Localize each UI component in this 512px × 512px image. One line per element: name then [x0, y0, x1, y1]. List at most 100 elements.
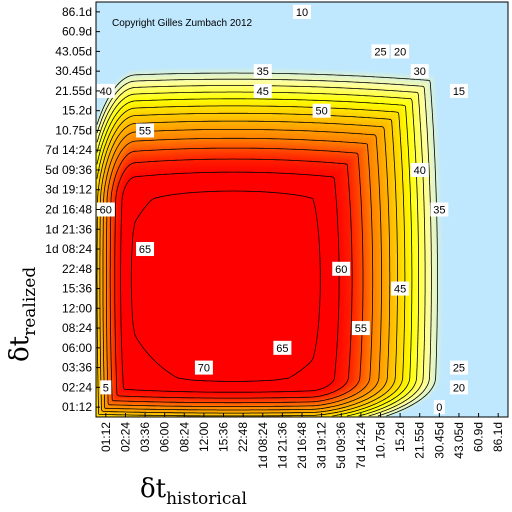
contour-label: 60: [100, 205, 112, 217]
y-tick-label: 60.9d: [62, 25, 92, 39]
contour-label: 35: [433, 205, 445, 217]
x-tick-label: 1d 21:36: [275, 422, 289, 469]
y-tick-label: 21.55d: [55, 84, 92, 98]
contour-label-bg: [430, 202, 449, 217]
x-tick-label: 1d 08:24: [256, 422, 270, 469]
contour-label-bg: [273, 340, 292, 355]
contour-label-bg: [136, 242, 155, 257]
contour-label: 55: [139, 125, 151, 137]
y-tick-label: 15.2d: [62, 104, 92, 118]
contour-label: 55: [355, 323, 367, 335]
contour-line-45: [102, 129, 382, 411]
x-tick-label: 15:36: [217, 422, 231, 452]
contour-label-bg: [96, 202, 115, 217]
y-tick-label: 43.05d: [55, 44, 92, 58]
contour-label: 30: [414, 66, 426, 78]
y-axis-symbol: δt: [5, 335, 35, 362]
contour-label: 15: [453, 86, 465, 98]
x-axis-subscript: historical: [166, 489, 247, 509]
x-tick-label: 30.45d: [432, 422, 446, 459]
contour-label-bg: [449, 83, 468, 98]
contour-line-40: [99, 120, 391, 414]
y-tick-label: 3d 19:12: [45, 183, 92, 197]
contour-label: 0: [436, 402, 442, 414]
contour-label: 45: [394, 284, 406, 296]
contour-label: 60: [335, 264, 347, 276]
y-tick-label: 10.75d: [55, 123, 92, 137]
y-tick-label: 08:24: [62, 321, 92, 335]
contour-label: 20: [394, 46, 406, 58]
contour-line-50: [106, 137, 374, 407]
contour-label-bg: [371, 44, 390, 59]
contour-label: 40: [414, 165, 426, 177]
contour-line-35: [96, 112, 398, 417]
x-tick-label: 03:36: [138, 422, 152, 452]
x-tick-label: 22:48: [236, 422, 250, 452]
x-axis: 01:12 02:24 03:36 06:00 08:24 12:00 15:36 22:48…: [99, 413, 505, 469]
x-tick-label: 2d 16:48: [295, 422, 309, 469]
contour-label: 5: [103, 382, 109, 394]
contour-label: 35: [257, 66, 269, 78]
y-tick-label: 5d 09:36: [45, 163, 92, 177]
contour-line-15: [96, 85, 426, 417]
contour-label: 65: [139, 244, 151, 256]
x-tick-label: 15.2d: [393, 422, 407, 452]
y-tick-label: 22:48: [62, 262, 92, 276]
contour-label-bg: [410, 64, 429, 79]
contour-label-bg: [96, 83, 115, 98]
contour-label: 70: [198, 363, 210, 375]
contour-label: 10: [296, 7, 308, 19]
contour-label-bg: [449, 360, 468, 375]
y-tick-label: 2d 16:48: [45, 203, 92, 217]
x-tick-label: 01:12: [99, 422, 113, 452]
contour-label-bg: [293, 4, 311, 19]
x-tick-label: 08:24: [177, 422, 191, 452]
copyright-notice: Copyright Gilles Zumbach 2012: [112, 18, 253, 29]
contour-label-bg: [410, 162, 429, 177]
x-axis-symbol: δt: [140, 474, 167, 504]
x-tick-label: 43.05d: [452, 422, 466, 459]
x-tick-label: 10.75d: [373, 422, 387, 459]
x-tick-label: 06:00: [158, 422, 172, 452]
contour-label: 50: [315, 106, 327, 118]
y-tick-label: 86.1d: [62, 5, 92, 19]
contour-labels: 7065656060555550454540403535302525202015…: [96, 4, 468, 415]
y-tick-label: 03:36: [62, 361, 92, 375]
x-tick-label: 7d 14:24: [354, 422, 368, 469]
contour-line-65: [120, 171, 340, 393]
contour-label: 25: [374, 46, 386, 58]
y-tick-label: 06:00: [62, 341, 92, 355]
contour-label-bg: [433, 400, 445, 415]
contour-label-bg: [332, 261, 351, 276]
contour-label-bg: [194, 360, 213, 375]
contour-label: 65: [276, 343, 288, 355]
x-tick-label: 12:00: [197, 422, 211, 452]
y-axis-title: δtrealized: [5, 267, 40, 362]
y-tick-label: 12:00: [62, 301, 92, 315]
contour-label-bg: [253, 64, 272, 79]
contour-line-25: [96, 98, 413, 417]
x-tick-label: 21.55d: [413, 422, 427, 459]
x-tick-label: 5d 09:36: [334, 422, 348, 469]
y-tick-label: 1d 08:24: [45, 242, 92, 256]
contour-label-bg: [312, 103, 331, 118]
y-tick-label: 7d 14:24: [45, 143, 92, 157]
x-tick-label: 02:24: [118, 422, 132, 452]
y-axis-subscript: realized: [20, 267, 40, 336]
contour-label-bg: [253, 83, 272, 98]
contour-label-bg: [351, 321, 370, 336]
contour-label-bg: [100, 380, 112, 395]
contour-line-70: [130, 190, 321, 382]
contour-line-30: [96, 105, 406, 417]
contour-label: 40: [100, 86, 112, 98]
contour-label: 25: [453, 363, 465, 375]
y-tick-label: 15:36: [62, 282, 92, 296]
x-tick-label: 86.1d: [491, 422, 505, 452]
y-axis: 01:12 02:24 03:36 06:00 08:24 12:00 15:36 22:48…: [45, 5, 100, 414]
x-tick-label: 3d 19:12: [315, 422, 329, 469]
contour-label: 45: [257, 86, 269, 98]
contour-label-bg: [391, 281, 410, 296]
contour-label-bg: [136, 123, 155, 138]
y-tick-label: 02:24: [62, 380, 92, 394]
